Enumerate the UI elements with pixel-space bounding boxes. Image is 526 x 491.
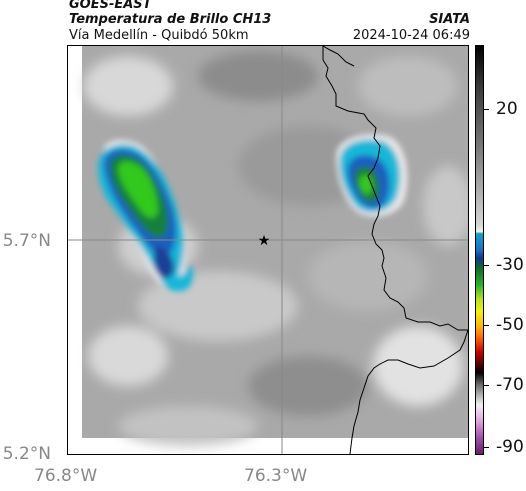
cloud-cluster-west — [97, 139, 194, 292]
colorbar-label: -90 — [496, 437, 524, 457]
satellite-title: GOES-EAST — [69, 0, 152, 12]
organization-label: SIATA — [429, 12, 470, 27]
lon-tick-label: 76.8°W — [34, 466, 98, 486]
border-line-east — [322, 46, 355, 67]
city-marker-icon: ★ — [258, 233, 271, 249]
product-title: Temperatura de Brillo CH13 — [69, 12, 272, 27]
lat-tick-label: 5.2°N — [2, 444, 51, 464]
border-line — [322, 46, 468, 331]
route-subtitle: Vía Medellín - Quibdó 50km — [69, 28, 249, 43]
lon-tick-label: 76.3°W — [244, 466, 308, 486]
colorbar-tick — [484, 447, 489, 448]
colorbar-tick — [484, 265, 489, 266]
colorbar-tick — [484, 109, 489, 110]
lat-tick-label: 5.7°N — [2, 231, 51, 251]
colorbar-label: -70 — [496, 375, 524, 395]
cloud-cluster-east — [336, 134, 408, 217]
colorbar-tick — [484, 325, 489, 326]
timestamp-label: 2024-10-24 06:49 — [352, 28, 470, 43]
colorbar-label: -50 — [496, 315, 524, 335]
colorbar-label: -30 — [496, 255, 524, 275]
colorbar — [475, 45, 484, 455]
satellite-map: ★ — [67, 45, 469, 455]
border-line-branch — [349, 329, 468, 454]
colorbar-tick — [484, 385, 489, 386]
brightness-temperature-image: ★ — [68, 46, 468, 454]
colorbar-label: 20 — [496, 99, 518, 119]
